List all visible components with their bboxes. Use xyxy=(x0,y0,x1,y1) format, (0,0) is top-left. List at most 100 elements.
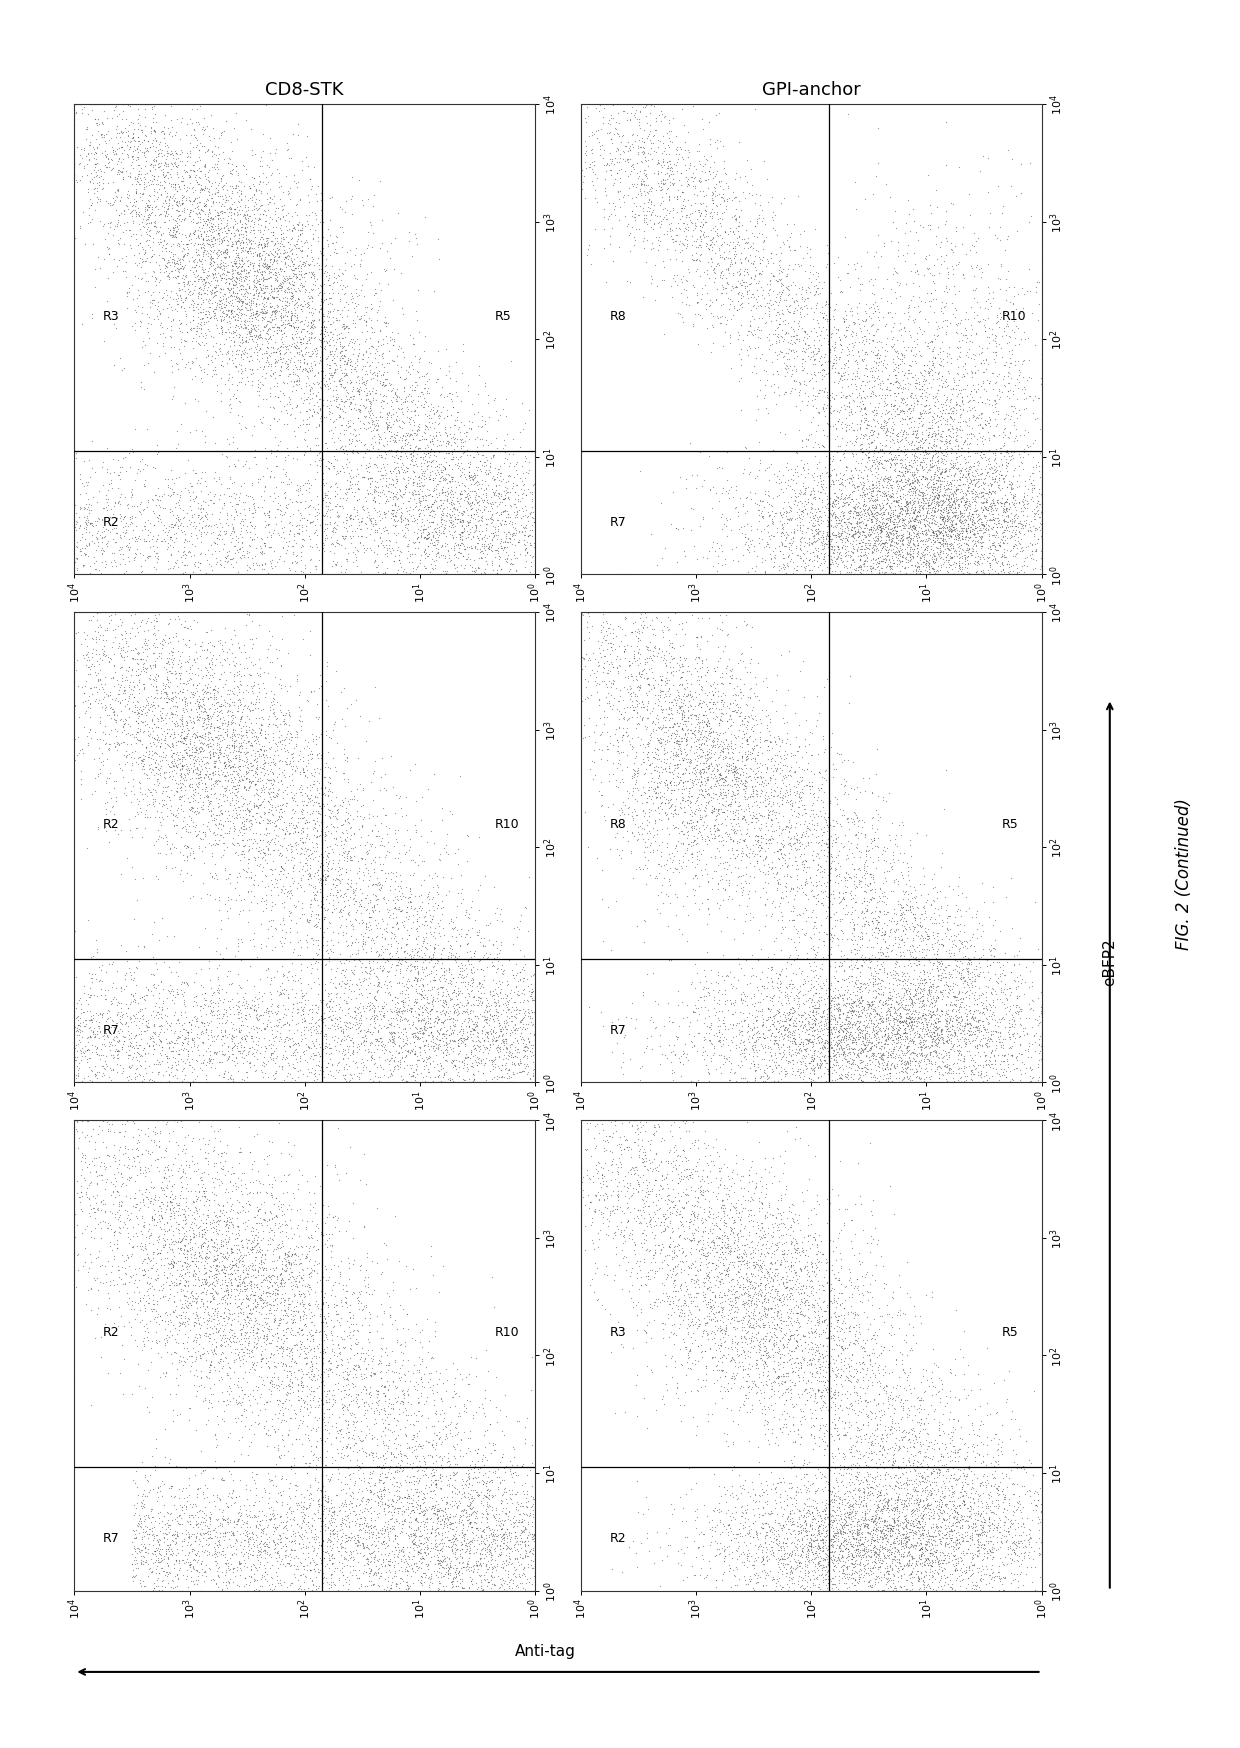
Point xyxy=(174,1106,193,1134)
Point xyxy=(397,954,417,982)
Point xyxy=(270,1005,290,1033)
Point xyxy=(691,232,711,260)
Point xyxy=(73,1106,93,1134)
Point xyxy=(236,995,255,1023)
Point xyxy=(838,1068,858,1096)
Point xyxy=(795,1241,815,1269)
Point xyxy=(894,1489,914,1517)
Point xyxy=(864,427,884,454)
Point xyxy=(484,1554,503,1582)
Point xyxy=(112,1059,131,1087)
Point xyxy=(427,1488,446,1516)
Point xyxy=(701,715,720,743)
Point xyxy=(149,143,169,171)
Point xyxy=(448,1493,467,1521)
Point xyxy=(384,1521,404,1549)
Point xyxy=(921,535,941,563)
Point xyxy=(734,1540,754,1568)
Point xyxy=(197,1517,217,1545)
Point xyxy=(844,1554,864,1582)
Point xyxy=(709,822,729,850)
Point xyxy=(624,150,644,178)
Point xyxy=(202,115,222,143)
Point xyxy=(733,919,753,947)
Point xyxy=(796,561,816,589)
Point xyxy=(477,1509,497,1536)
Point xyxy=(281,280,301,308)
Point xyxy=(155,1561,175,1589)
Point xyxy=(167,753,187,781)
Point xyxy=(393,423,413,451)
Point xyxy=(161,150,181,178)
Point xyxy=(856,454,875,482)
Point xyxy=(621,683,641,711)
Point xyxy=(825,921,844,949)
Point xyxy=(670,1106,689,1134)
Point xyxy=(708,454,728,482)
Point xyxy=(432,1526,451,1554)
Point xyxy=(200,1505,219,1533)
Point xyxy=(787,1474,807,1502)
Point xyxy=(241,1068,260,1096)
Point xyxy=(215,1147,234,1175)
Point xyxy=(862,1325,882,1353)
Point xyxy=(970,512,990,540)
Point xyxy=(837,418,857,446)
Point xyxy=(187,687,207,715)
Point xyxy=(660,1232,680,1260)
Point xyxy=(113,635,133,662)
Point xyxy=(807,1376,827,1404)
Point xyxy=(1019,465,1039,493)
Point xyxy=(88,659,108,687)
Point xyxy=(813,299,833,327)
Point xyxy=(315,1000,335,1028)
Point xyxy=(110,753,130,781)
Point xyxy=(898,488,918,516)
Point xyxy=(167,1271,187,1299)
Point xyxy=(343,1028,363,1056)
Point xyxy=(794,502,813,530)
Point xyxy=(921,495,941,523)
Point xyxy=(926,561,946,589)
Point xyxy=(269,1311,289,1339)
Point xyxy=(806,961,826,989)
Point xyxy=(315,818,335,846)
Point xyxy=(986,435,1006,463)
Point xyxy=(899,406,919,434)
Point xyxy=(947,1037,967,1065)
Point xyxy=(854,421,874,449)
Point xyxy=(851,554,870,582)
Point xyxy=(739,1248,759,1276)
Point xyxy=(381,1400,401,1428)
Point xyxy=(572,1152,591,1180)
Point xyxy=(306,432,326,460)
Point xyxy=(120,1033,140,1061)
Point xyxy=(459,1509,479,1536)
Point xyxy=(454,486,474,514)
Point xyxy=(86,1038,105,1066)
Point xyxy=(825,1414,844,1442)
Point xyxy=(841,939,861,967)
Point xyxy=(259,1278,279,1306)
Point xyxy=(991,1005,1011,1033)
Point xyxy=(779,830,799,858)
Point xyxy=(656,1353,676,1381)
Point xyxy=(878,416,898,444)
Point xyxy=(1002,505,1022,533)
Point xyxy=(99,1019,119,1047)
Point xyxy=(944,538,963,566)
Point xyxy=(187,1005,207,1033)
Point xyxy=(1007,1577,1027,1605)
Point xyxy=(774,1447,794,1475)
Point xyxy=(187,1068,207,1096)
Point xyxy=(412,1005,432,1033)
Point xyxy=(913,1570,932,1598)
Point xyxy=(270,306,290,334)
Point xyxy=(1032,416,1052,444)
Point xyxy=(872,1440,892,1468)
Point xyxy=(1024,505,1044,533)
Point xyxy=(126,697,146,725)
Point xyxy=(449,1557,469,1585)
Point xyxy=(150,231,170,259)
Point xyxy=(854,1021,874,1049)
